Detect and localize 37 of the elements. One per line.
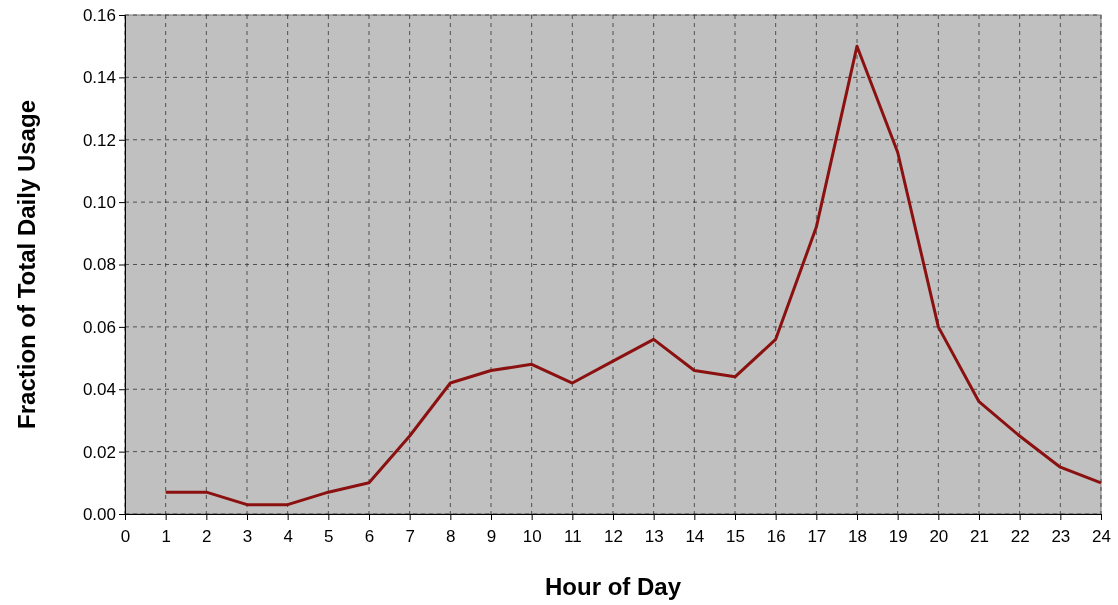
x-tick-label: 22 <box>1010 526 1030 546</box>
x-tick-label: 17 <box>807 526 827 546</box>
x-tick-label: 7 <box>405 526 415 546</box>
x-tick-label: 13 <box>644 526 664 546</box>
x-tick-label: 12 <box>604 526 623 546</box>
x-tick-label: 5 <box>324 526 334 546</box>
line-series <box>164 44 1103 507</box>
x-tick-label: 0 <box>120 526 131 546</box>
x-tick-label: 4 <box>283 526 293 546</box>
y-tick-label: 0.08 <box>82 255 116 275</box>
x-tick-label: 19 <box>888 526 908 546</box>
x-tick-label: 20 <box>929 526 949 546</box>
x-tick-label: 6 <box>364 526 375 546</box>
x-tick-label: 14 <box>685 526 705 546</box>
x-tick-label: 9 <box>486 526 497 546</box>
y-tick-label: 0.16 <box>82 5 116 25</box>
x-tick-label: 18 <box>848 526 867 546</box>
x-tick-label: 21 <box>970 526 989 546</box>
x-tick-label: 11 <box>564 526 582 546</box>
y-tick-label: 0.02 <box>82 442 116 462</box>
x-tick-label: 16 <box>766 526 786 546</box>
y-tick-label: 0.14 <box>82 68 116 88</box>
x-tick-label: 10 <box>522 526 542 546</box>
x-tick-label: 3 <box>242 526 253 546</box>
x-tick-label: 1 <box>161 526 171 546</box>
y-tick-label: 0.00 <box>82 504 116 524</box>
y-tick-label: 0.04 <box>82 380 116 400</box>
y-tick-label: 0.10 <box>82 193 116 213</box>
x-tick-label: 15 <box>726 526 745 546</box>
x-tick-label: 8 <box>446 526 456 546</box>
x-axis-title: Hour of Day <box>544 573 682 600</box>
x-tick-label: 2 <box>202 526 212 546</box>
y-tick-label: 0.12 <box>82 130 116 150</box>
y-axis-title: Fraction of Total Daily Usage <box>13 100 40 429</box>
y-tick-label: 0.06 <box>82 317 116 337</box>
x-tick-label: 23 <box>1051 526 1071 546</box>
x-tick-label: 24 <box>1092 526 1111 546</box>
